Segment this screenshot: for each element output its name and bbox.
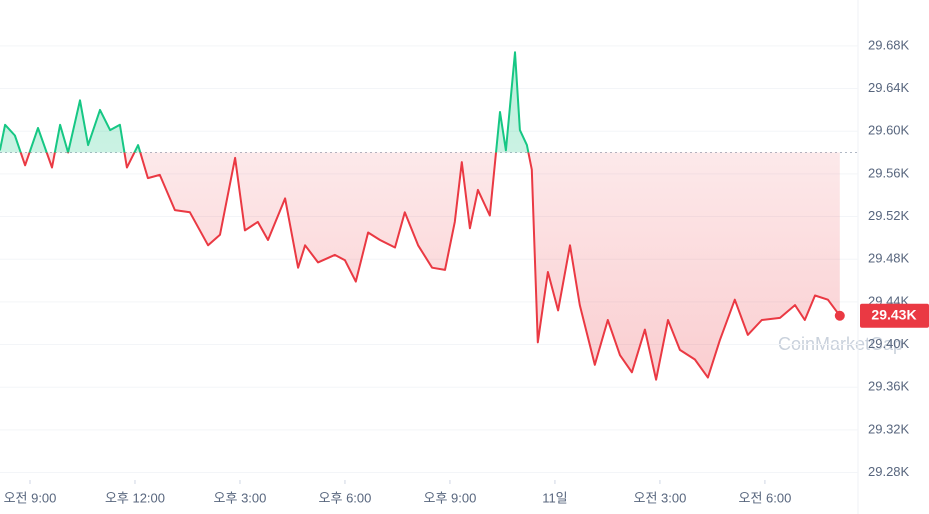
x-tick-label: 오후 3:00 <box>214 490 267 505</box>
y-tick-label: 29.68K <box>868 37 910 52</box>
y-tick-label: 29.60K <box>868 123 910 138</box>
x-tick-label: 오후 6:00 <box>319 490 372 505</box>
x-tick-label: 오후 9:00 <box>424 490 477 505</box>
price-tag <box>860 303 929 328</box>
y-tick-label: 29.32K <box>868 421 910 436</box>
y-tick-label: 29.36K <box>868 379 910 394</box>
x-tick-label: 오전 6:00 <box>738 490 791 505</box>
x-tick-label: 오전 3:00 <box>634 490 687 505</box>
last-point <box>834 310 845 321</box>
y-tick-label: 29.40K <box>868 336 910 351</box>
x-tick-label: 오후 12:00 <box>105 490 165 505</box>
area-below <box>20 152 840 380</box>
line-up <box>0 51 530 153</box>
x-tick-label: 11일 <box>542 490 567 505</box>
y-tick-label: 29.52K <box>868 208 910 223</box>
area-above <box>0 52 840 153</box>
y-tick-label: 29.48K <box>868 251 910 266</box>
price-tag-label: 29.43K <box>871 306 916 322</box>
watermark: CoinMarketCap <box>778 334 903 354</box>
line-down <box>19 152 841 381</box>
y-tick-label: 29.64K <box>868 80 910 95</box>
x-tick-label: 오전 9:00 <box>4 490 57 505</box>
y-tick-label: 29.28K <box>868 464 910 479</box>
y-tick-label: 29.56K <box>868 165 910 180</box>
